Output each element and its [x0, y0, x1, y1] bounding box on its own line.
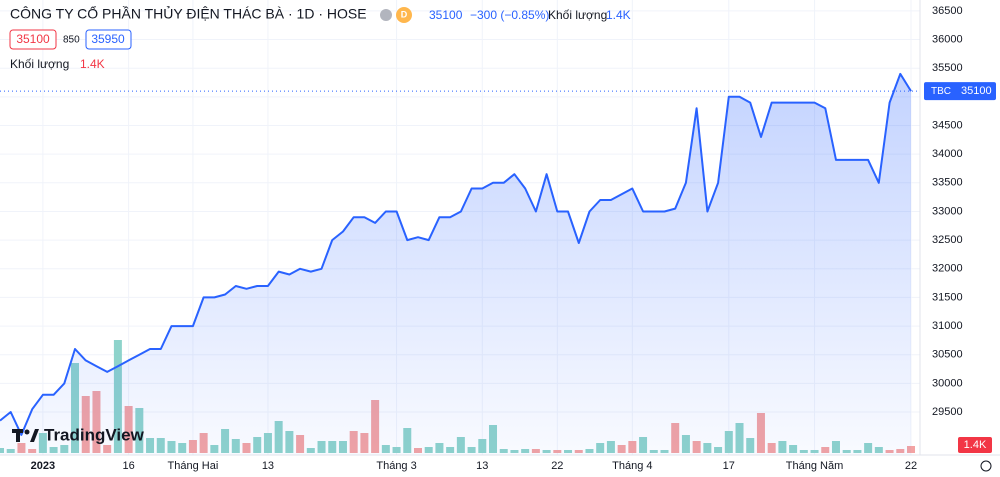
x-tick-label: Tháng Hai — [168, 460, 219, 472]
x-tick-label: 2023 — [31, 460, 55, 472]
y-tick-label: 33000 — [932, 205, 963, 217]
y-tick-label: 32500 — [932, 234, 963, 246]
y-tick-label: 29500 — [932, 406, 963, 418]
price-line — [0, 72, 912, 436]
price-area — [0, 73, 911, 456]
bid[interactable]: 35100 — [16, 32, 50, 46]
volume-label: Khối lượng — [548, 8, 607, 22]
volume-legend: Khối lượng — [10, 57, 69, 71]
ask-box[interactable] — [85, 29, 132, 50]
y-tick-label: 30000 — [932, 377, 963, 389]
price-label: 35100 — [961, 85, 992, 97]
y-tick-label: 33500 — [932, 177, 963, 189]
y-tick-label: 34000 — [932, 148, 963, 160]
y-tick-label: 36000 — [932, 33, 963, 45]
x-tick-label: 13 — [476, 460, 488, 472]
settings-icon[interactable] — [980, 460, 992, 472]
bid-box[interactable] — [9, 29, 57, 50]
volume-value: 1.4K — [606, 8, 631, 22]
y-tick-label: 30500 — [932, 349, 963, 361]
ask[interactable]: 35950 — [91, 32, 125, 46]
y-tick-label: 34500 — [932, 119, 963, 131]
volume-label-box — [958, 437, 992, 453]
x-tick-label: 22 — [905, 460, 917, 472]
logo-text: TradingView — [44, 425, 145, 444]
y-tick-label: 36500 — [932, 5, 963, 17]
spread: 850 — [63, 35, 80, 46]
volume-legend-value: 1.4K — [80, 57, 105, 71]
x-tick-label: 22 — [551, 460, 563, 472]
y-tick-label: 32000 — [932, 263, 963, 275]
price-pane — [0, 72, 920, 456]
price-change: −300 (−0.85%) — [470, 8, 549, 22]
x-tick-label: 16 — [122, 460, 134, 472]
last-price: 35100 — [429, 8, 463, 22]
y-tick-label: 35500 — [932, 62, 963, 74]
x-tick-label: Tháng 4 — [612, 460, 652, 472]
symbol-label: TBC — [931, 86, 951, 97]
volume-last-label: 1.4K — [964, 439, 987, 451]
badge-text: D — [401, 9, 408, 19]
y-tick-label: 31500 — [932, 291, 963, 303]
logo: TradingView — [12, 425, 145, 444]
x-tick-label: 13 — [262, 460, 274, 472]
x-tick-label: Tháng Năm — [786, 460, 843, 472]
status-dot — [380, 9, 392, 21]
x-tick-label: Tháng 3 — [376, 460, 416, 472]
axes: 29500 30000 30500 31000 31500 32000 32500 33000… — [31, 5, 996, 472]
badge — [396, 7, 412, 23]
y-tick-label: 31000 — [932, 320, 963, 332]
x-tick-label: 17 — [723, 460, 735, 472]
price-label-box — [924, 82, 996, 101]
chart-title: CÔNG TY CỔ PHẦN THỦY ĐIỆN THÁC BÀ · 1D ·… — [10, 5, 367, 22]
